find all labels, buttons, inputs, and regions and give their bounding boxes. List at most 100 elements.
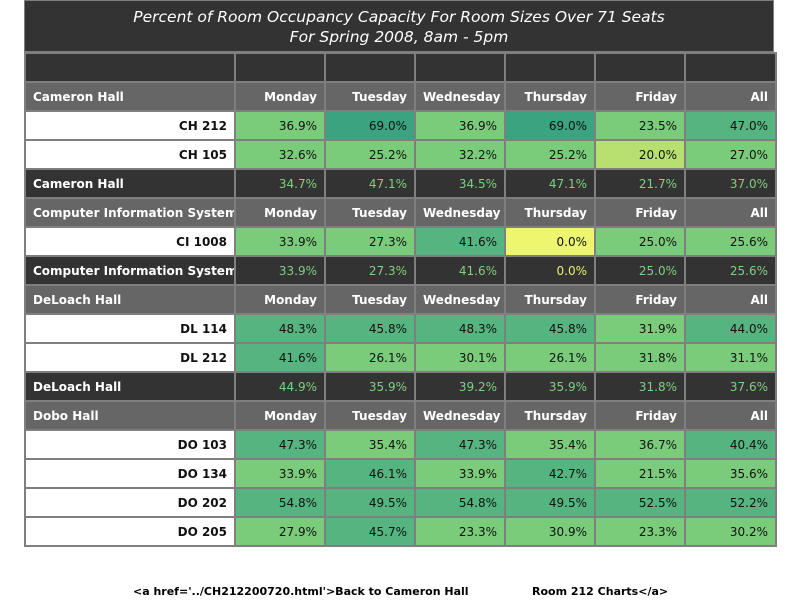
column-header: Thursday bbox=[504, 81, 596, 112]
summary-cell: 33.9% bbox=[234, 255, 326, 286]
occupancy-cell: 26.1% bbox=[504, 342, 596, 373]
occupancy-cell: 27.3% bbox=[324, 226, 416, 257]
occupancy-cell: 0.0% bbox=[504, 226, 596, 257]
column-header: Friday bbox=[594, 284, 686, 315]
column-header: Tuesday bbox=[324, 400, 416, 431]
occupancy-cell: 25.6% bbox=[684, 226, 777, 257]
blank-cell bbox=[24, 52, 236, 83]
column-header: Thursday bbox=[504, 400, 596, 431]
room-name: CH 212 bbox=[24, 110, 236, 141]
occupancy-cell: 33.9% bbox=[234, 458, 326, 489]
room-row: DL 212 41.6% 26.1% 30.1% 26.1% 31.8% 31.1% bbox=[24, 342, 777, 373]
group-name: Cameron Hall bbox=[24, 81, 236, 112]
occupancy-cell: 35.4% bbox=[324, 429, 416, 460]
summary-cell: 25.6% bbox=[684, 255, 777, 286]
summary-cell: 25.0% bbox=[594, 255, 686, 286]
occupancy-cell: 31.8% bbox=[594, 342, 686, 373]
occupancy-cell: 40.4% bbox=[684, 429, 777, 460]
occupancy-cell: 35.6% bbox=[684, 458, 777, 489]
occupancy-cell: 48.3% bbox=[414, 313, 506, 344]
room-name: DL 114 bbox=[24, 313, 236, 344]
group-header-row: Dobo Hall Monday Tuesday Wednesday Thursday F… bbox=[24, 400, 777, 431]
column-header: All bbox=[684, 197, 777, 228]
column-header: Thursday bbox=[504, 197, 596, 228]
occupancy-cell: 25.2% bbox=[324, 139, 416, 170]
occupancy-cell: 25.0% bbox=[594, 226, 686, 257]
blank-cell bbox=[684, 52, 777, 83]
summary-label: Computer Information Systems bbox=[24, 255, 236, 286]
summary-cell: 31.8% bbox=[594, 371, 686, 402]
room-row: DO 205 27.9% 45.7% 23.3% 30.9% 23.3% 30.2% bbox=[24, 516, 777, 547]
group-name: DeLoach Hall bbox=[24, 284, 236, 315]
summary-cell: 44.9% bbox=[234, 371, 326, 402]
chart-title: Percent of Room Occupancy Capacity For R… bbox=[133, 8, 665, 26]
occupancy-cell: 52.5% bbox=[594, 487, 686, 518]
room-name: CI 1008 bbox=[24, 226, 236, 257]
column-header: Monday bbox=[234, 81, 326, 112]
blank-cell bbox=[594, 52, 686, 83]
occupancy-cell: 47.3% bbox=[414, 429, 506, 460]
column-header: All bbox=[684, 81, 777, 112]
room-name: DO 103 bbox=[24, 429, 236, 460]
summary-cell: 34.5% bbox=[414, 168, 506, 199]
summary-cell: 21.7% bbox=[594, 168, 686, 199]
summary-cell: 35.9% bbox=[504, 371, 596, 402]
column-header: Monday bbox=[234, 284, 326, 315]
group-summary-row: Computer Information Systems 33.9% 27.3% 41… bbox=[24, 255, 777, 286]
room-row: CH 212 36.9% 69.0% 36.9% 69.0% 23.5% 47.0% bbox=[24, 110, 777, 141]
summary-cell: 0.0% bbox=[504, 255, 596, 286]
footer: <a href='../CH212200720.html'>Back to Ca… bbox=[0, 585, 800, 601]
blank-cell bbox=[324, 52, 416, 83]
room-row: CI 1008 33.9% 27.3% 41.6% 0.0% 25.0% 25.6% bbox=[24, 226, 777, 257]
room-name: DO 202 bbox=[24, 487, 236, 518]
column-header: Tuesday bbox=[324, 197, 416, 228]
occupancy-cell: 49.5% bbox=[504, 487, 596, 518]
summary-cell: 47.1% bbox=[324, 168, 416, 199]
occupancy-cell: 41.6% bbox=[234, 342, 326, 373]
room-row: DO 202 54.8% 49.5% 54.8% 49.5% 52.5% 52.2% bbox=[24, 487, 777, 518]
summary-label: Cameron Hall bbox=[24, 168, 236, 199]
occupancy-cell: 69.0% bbox=[504, 110, 596, 141]
summary-cell: 35.9% bbox=[324, 371, 416, 402]
group-header-row: Cameron Hall Monday Tuesday Wednesday Thursd… bbox=[24, 81, 777, 112]
occupancy-cell: 36.7% bbox=[594, 429, 686, 460]
group-header-row: DeLoach Hall Monday Tuesday Wednesday Thursd… bbox=[24, 284, 777, 315]
occupancy-cell: 27.9% bbox=[234, 516, 326, 547]
column-header: All bbox=[684, 400, 777, 431]
group-name: Computer Information Systems bbox=[24, 197, 236, 228]
footer-link-right[interactable]: Room 212 Charts</a> bbox=[532, 585, 669, 598]
room-name: DL 212 bbox=[24, 342, 236, 373]
room-row: DO 103 47.3% 35.4% 47.3% 35.4% 36.7% 40.4% bbox=[24, 429, 777, 460]
occupancy-cell: 35.4% bbox=[504, 429, 596, 460]
group-name: Dobo Hall bbox=[24, 400, 236, 431]
room-name: DO 134 bbox=[24, 458, 236, 489]
footer-link-left[interactable]: <a href='../CH212200720.html'>Back to Ca… bbox=[133, 585, 469, 598]
room-row: DL 114 48.3% 45.8% 48.3% 45.8% 31.9% 44.0% bbox=[24, 313, 777, 344]
occupancy-cell: 21.5% bbox=[594, 458, 686, 489]
room-name: CH 105 bbox=[24, 139, 236, 170]
occupancy-cell: 41.6% bbox=[414, 226, 506, 257]
column-header: Wednesday bbox=[414, 284, 506, 315]
occupancy-table: Cameron Hall Monday Tuesday Wednesday Thursd… bbox=[24, 52, 777, 547]
blank-cell bbox=[414, 52, 506, 83]
occupancy-cell: 30.1% bbox=[414, 342, 506, 373]
summary-cell: 41.6% bbox=[414, 255, 506, 286]
column-header: Monday bbox=[234, 400, 326, 431]
column-header: Tuesday bbox=[324, 81, 416, 112]
occupancy-cell: 23.5% bbox=[594, 110, 686, 141]
occupancy-cell: 23.3% bbox=[414, 516, 506, 547]
room-row: DO 134 33.9% 46.1% 33.9% 42.7% 21.5% 35.6% bbox=[24, 458, 777, 489]
occupancy-cell: 31.1% bbox=[684, 342, 777, 373]
occupancy-cell: 27.0% bbox=[684, 139, 777, 170]
occupancy-cell: 30.2% bbox=[684, 516, 777, 547]
group-summary-row: DeLoach Hall 44.9% 35.9% 39.2% 35.9% 31.8% 37.… bbox=[24, 371, 777, 402]
occupancy-cell: 33.9% bbox=[414, 458, 506, 489]
summary-cell: 47.1% bbox=[504, 168, 596, 199]
occupancy-cell: 52.2% bbox=[684, 487, 777, 518]
occupancy-cell: 45.8% bbox=[504, 313, 596, 344]
occupancy-cell: 30.9% bbox=[504, 516, 596, 547]
occupancy-cell: 45.7% bbox=[324, 516, 416, 547]
column-header: Tuesday bbox=[324, 284, 416, 315]
occupancy-cell: 46.1% bbox=[324, 458, 416, 489]
room-row: CH 105 32.6% 25.2% 32.2% 25.2% 20.0% 27.0% bbox=[24, 139, 777, 170]
